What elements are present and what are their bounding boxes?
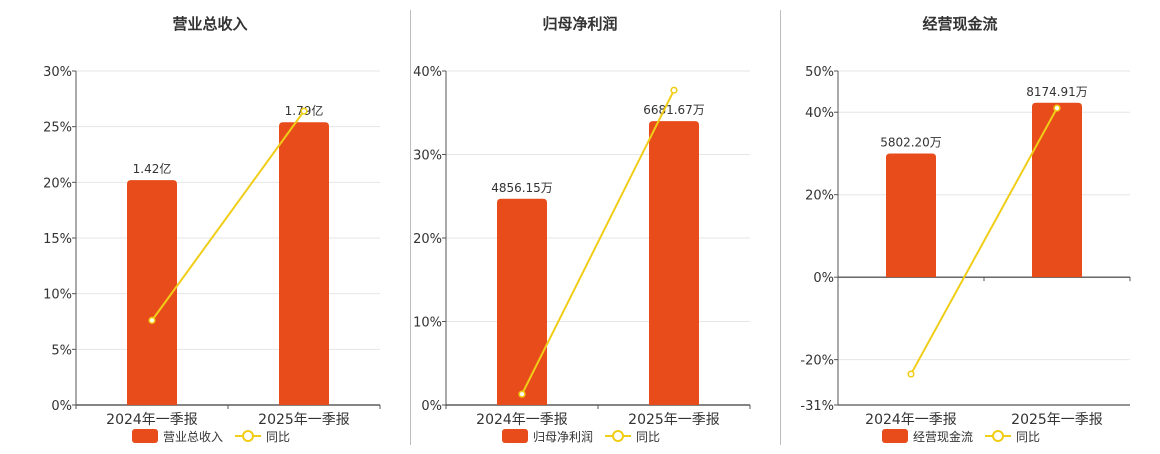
y-tick-label: 0% — [51, 399, 72, 414]
y-tick-label: 15% — [43, 232, 72, 247]
panel-divider — [410, 10, 411, 445]
cash-flow-chart: 经营现金流 -31% -20% 0% 20% 40% 50% 5802.20万 8174.91万… — [800, 15, 1131, 444]
yoy-point[interactable] — [148, 316, 156, 324]
legend-bar-label: 经营现金流 — [913, 429, 973, 444]
yoy-point[interactable] — [300, 107, 308, 115]
legend-line-marker — [992, 430, 1005, 442]
bar-value-label: 5802.20万 — [880, 135, 942, 149]
panel-divider — [780, 10, 781, 445]
x-category-label: 2025年一季报 — [628, 412, 720, 428]
y-tick-label: 50% — [805, 65, 834, 80]
bar[interactable] — [886, 153, 936, 278]
chart-panel-net-profit: 归母净利润 0% 10% 20% 30% 40% 4856.15万 6681.67万 2024年… — [400, 0, 780, 450]
y-tick-label: 25% — [43, 121, 72, 136]
chart-panel-cash-flow: 经营现金流 -31% -20% 0% 20% 40% 50% 5802.20万 8174.91万… — [780, 0, 1160, 450]
yoy-point[interactable] — [518, 390, 526, 398]
y-tick-label: 20% — [413, 232, 442, 247]
legend-line-label: 同比 — [266, 430, 290, 444]
legend-bar-label: 营业总收入 — [163, 430, 223, 444]
legend-line-label: 同比 — [636, 430, 660, 444]
legend-bar-label: 归母净利润 — [533, 430, 593, 444]
legend-line-marker — [612, 430, 625, 442]
bar[interactable] — [127, 180, 177, 405]
x-category-label: 2024年一季报 — [865, 412, 957, 428]
net-profit-chart: 归母净利润 0% 10% 20% 30% 40% 4856.15万 6681.67万 2024年… — [413, 15, 751, 444]
bar-value-label: 8174.91万 — [1026, 85, 1088, 99]
legend-bar-swatch — [882, 429, 908, 443]
bar-value-label: 1.42亿 — [133, 161, 172, 176]
legend-line-label: 同比 — [1016, 430, 1040, 444]
chart-title: 归母净利润 — [542, 15, 617, 33]
bar[interactable] — [279, 122, 329, 406]
x-category-label: 2024年一季报 — [106, 412, 198, 428]
bar-value-label: 6681.67万 — [643, 103, 705, 117]
y-tick-label: 40% — [413, 65, 442, 80]
legend-bar-swatch — [502, 429, 528, 443]
chart-title: 营业总收入 — [172, 15, 247, 33]
legend-bar-swatch — [132, 429, 158, 443]
yoy-line — [151, 110, 305, 321]
y-tick-label: 30% — [413, 149, 442, 164]
y-tick-label: 5% — [51, 343, 72, 358]
bar[interactable] — [497, 198, 547, 405]
yoy-line — [521, 89, 675, 395]
y-tick-label: 30% — [43, 65, 72, 80]
yoy-point[interactable] — [907, 370, 915, 378]
bar[interactable] — [649, 121, 699, 405]
bar-value-label: 4856.15万 — [491, 181, 553, 195]
y-tick-label: 0% — [421, 399, 442, 414]
chart-panel-revenue: 营业总收入0%5%10%15%20%25%30%1.42亿1.79亿2024年一… — [0, 0, 400, 450]
yoy-point[interactable] — [670, 86, 678, 94]
revenue-chart: 营业总收入0%5%10%15%20%25%30%1.42亿1.79亿2024年一… — [43, 15, 381, 444]
y-tick-label: 20% — [43, 176, 72, 191]
y-tick-label: 20% — [805, 189, 834, 204]
x-category-label: 2025年一季报 — [1011, 412, 1103, 428]
x-category-label: 2024年一季报 — [476, 412, 568, 428]
yoy-point[interactable] — [1053, 104, 1061, 112]
y-tick-label: 10% — [43, 288, 72, 303]
yoy-line — [910, 107, 1058, 375]
y-tick-label: 40% — [805, 106, 834, 121]
y-tick-label: -31% — [800, 399, 834, 414]
chart-title: 经营现金流 — [922, 15, 997, 33]
x-category-label: 2025年一季报 — [258, 412, 350, 428]
legend-line-marker — [242, 430, 255, 442]
y-tick-label: -20% — [800, 354, 834, 369]
y-tick-label: 0% — [813, 271, 834, 286]
bar[interactable] — [1032, 102, 1082, 278]
y-tick-label: 10% — [413, 316, 442, 331]
